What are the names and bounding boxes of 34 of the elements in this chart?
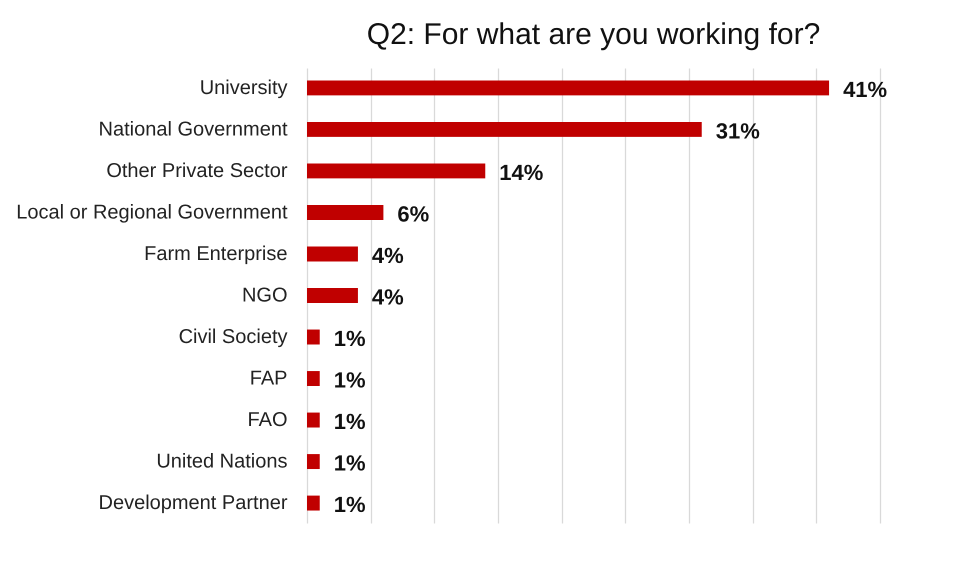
y-tick-label: Local or Regional Government [16,201,288,224]
y-tick-label: Development Partner [98,492,288,514]
bar [307,80,830,96]
y-tick-label: Farm Enterprise [144,242,288,265]
y-tick-label: Civil Society [178,326,288,348]
data-label: 31% [716,118,760,144]
data-label: 4% [372,284,404,310]
data-label: 1% [334,326,366,352]
data-label: 6% [397,201,430,226]
y-tick-label: United Nations [156,450,288,473]
data-label: 1% [334,450,366,476]
y-tick-label: National Government [98,118,288,140]
bar [307,246,358,262]
y-tick-label: FAO [247,409,288,432]
bar [307,371,320,386]
bar [307,412,320,428]
bar [307,122,702,137]
bar [307,496,320,511]
y-tick-label: Other Private Sector [106,160,288,182]
bar [307,163,486,178]
data-label: 1% [334,492,366,518]
chart-title: Q2: For what are you working for? [366,18,820,51]
bar [307,330,320,344]
bar [307,205,384,220]
data-label: 1% [334,368,366,393]
data-label: 1% [334,409,366,434]
y-tick-label: NGO [242,284,288,306]
bar [307,454,320,470]
y-tick-label: FAP [250,368,288,390]
data-label: 41% [843,76,888,102]
data-label: 14% [499,160,544,185]
bar [307,288,358,303]
data-label: 4% [372,242,404,268]
y-tick-label: University [200,76,288,99]
